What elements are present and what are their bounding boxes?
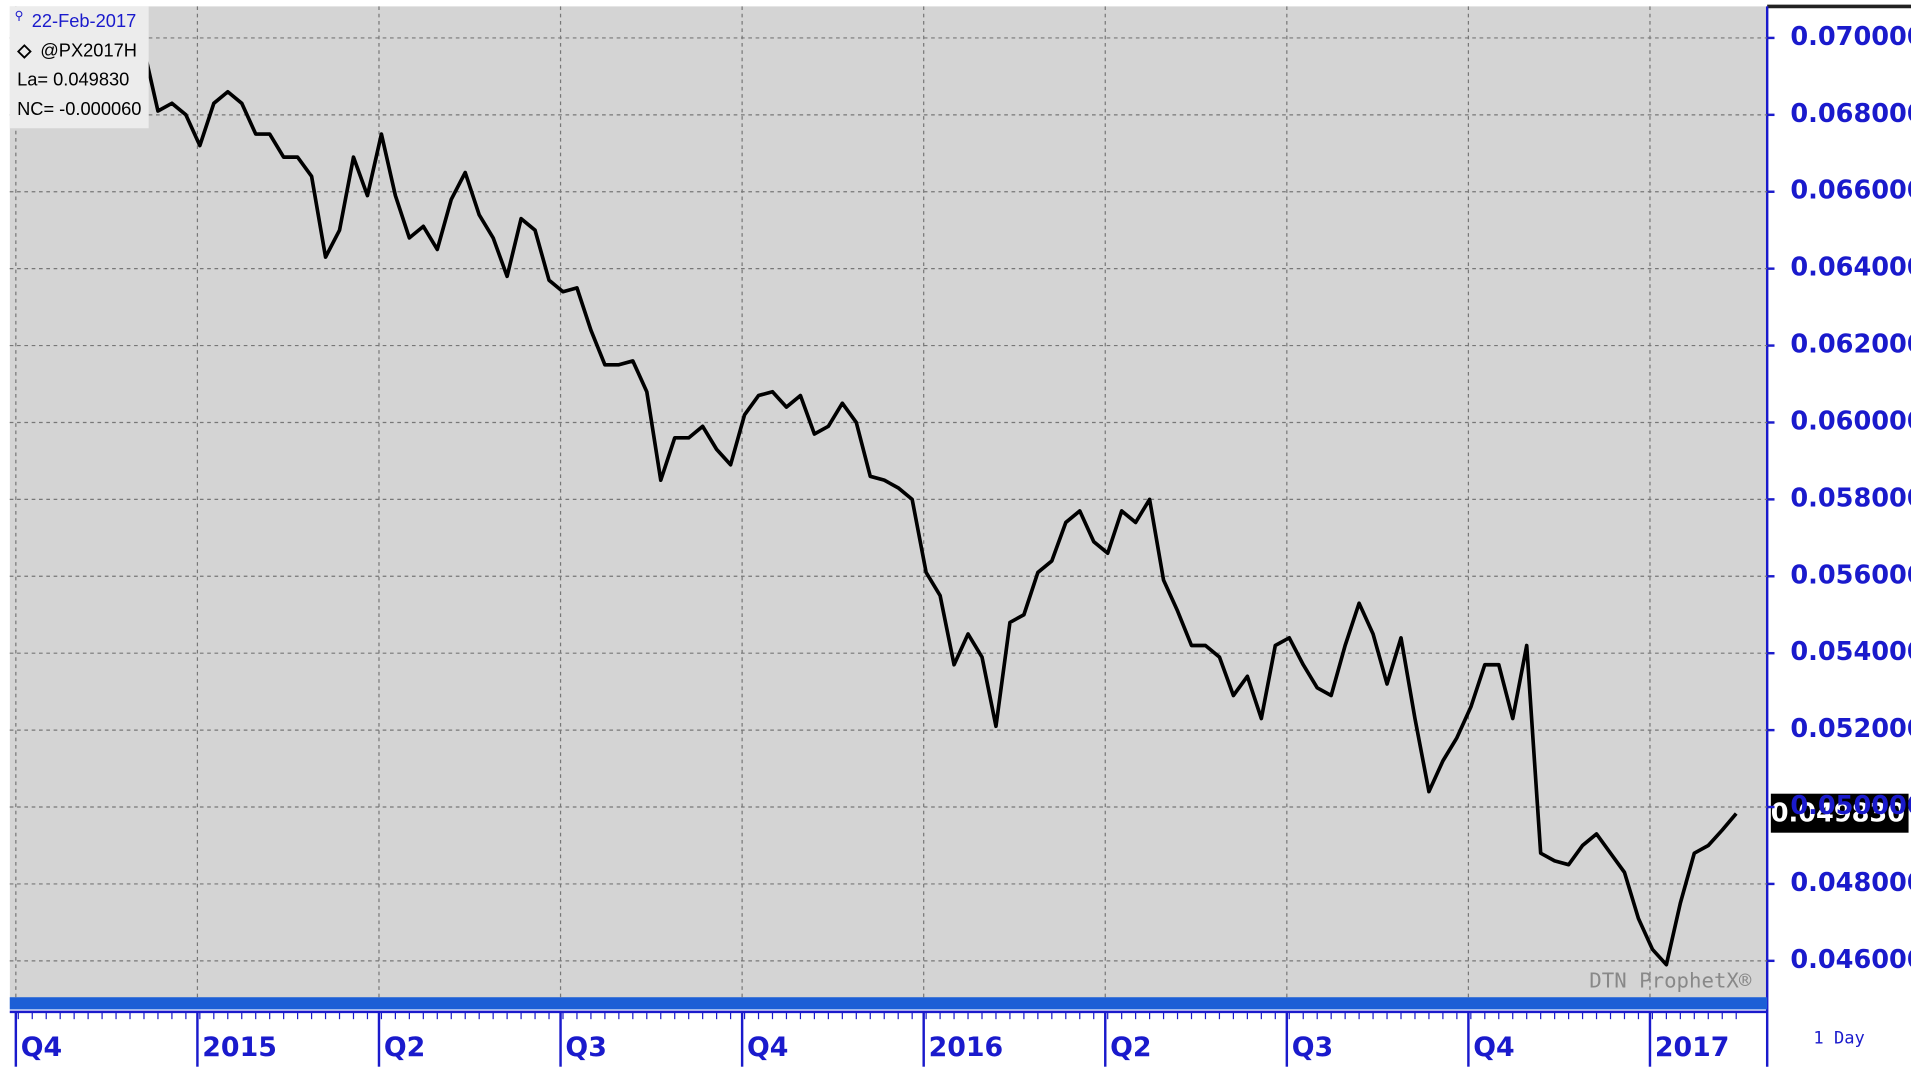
info-symbol: @PX2017H <box>40 39 137 60</box>
price-line <box>142 49 1738 967</box>
interval-label: 1 Day <box>1813 1029 1864 1049</box>
watermark: DTN ProphetX® <box>1589 968 1752 992</box>
plot-area <box>9 6 1768 1000</box>
symbol-icon <box>16 44 32 59</box>
x-tick-label: Q3 <box>1292 1032 1333 1063</box>
y-tick-label: 0.070000 <box>1790 22 1911 52</box>
x-tick-label: Q4 <box>1473 1032 1514 1063</box>
x-tick-label: Q3 <box>565 1032 606 1063</box>
x-tick-label: Q2 <box>1110 1032 1151 1063</box>
date-band <box>9 997 1768 1010</box>
x-tick-label: Q4 <box>747 1032 788 1063</box>
zoom-icon: ⚲ <box>15 8 24 22</box>
x-tick-label: Q4 <box>21 1032 62 1063</box>
info-date: 22-Feb-2017 <box>32 10 137 31</box>
info-box <box>9 6 149 129</box>
x-tick-label: 2015 <box>202 1032 277 1063</box>
x-tick-label: 2016 <box>929 1032 1004 1063</box>
last-value-box <box>1770 793 1909 833</box>
last-value-label: 0.049830 <box>1771 798 1905 828</box>
x-tick-label: Q2 <box>384 1032 425 1063</box>
x-tick-label: 2017 <box>1655 1032 1730 1063</box>
info-last: La= 0.049830 <box>17 69 129 90</box>
info-net-change: NC= -0.000060 <box>17 98 141 119</box>
left-margin <box>0 0 10 1067</box>
